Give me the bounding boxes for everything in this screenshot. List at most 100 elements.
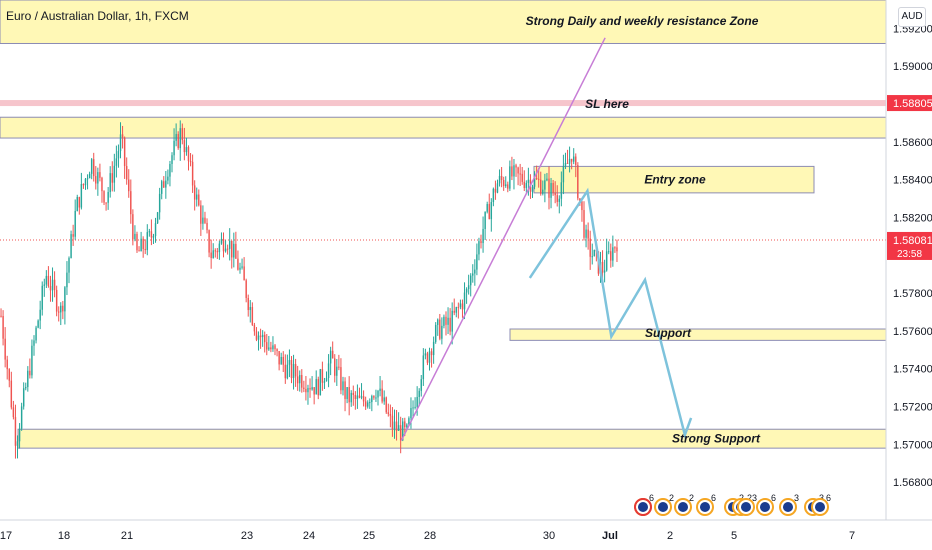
candle-body	[488, 204, 490, 220]
candle-body	[74, 210, 76, 237]
candle-body	[2, 315, 4, 339]
candle-body	[461, 303, 464, 310]
candle-body	[525, 182, 528, 189]
candle-body	[369, 402, 371, 404]
candle-body	[220, 238, 223, 244]
candle-body	[469, 275, 472, 286]
candle-body	[241, 266, 243, 268]
candle-body	[189, 161, 192, 163]
candle-body	[362, 396, 365, 402]
candle-body	[305, 388, 307, 393]
event-flag-icon-inner	[678, 502, 688, 512]
candle-body	[214, 250, 216, 252]
candle-body	[350, 392, 352, 403]
zone-box	[533, 165, 815, 194]
price-tick-label: 1.58200	[893, 212, 932, 224]
candle-body	[416, 396, 418, 407]
price-tick-label: 1.56800	[893, 477, 932, 489]
candle-body	[187, 147, 190, 162]
price-tick-label: 1.59000	[893, 61, 932, 73]
candle-body	[507, 184, 509, 189]
event-count: 2	[739, 493, 744, 503]
annotation-label: Strong Daily and weekly resistance Zone	[526, 14, 759, 28]
trendline	[400, 37, 606, 441]
candle-body	[443, 316, 445, 326]
candle-body	[53, 279, 56, 290]
candle-body	[76, 197, 78, 211]
candle-body	[47, 275, 50, 286]
candle-body	[224, 248, 227, 252]
candle-body	[148, 231, 151, 233]
candle-body	[432, 341, 435, 356]
candle-body	[486, 204, 488, 212]
candle-body	[511, 166, 513, 177]
candle-body	[270, 347, 272, 350]
candle-body	[208, 230, 210, 253]
candle-body	[144, 249, 146, 251]
event-flag-icon-inner	[783, 502, 793, 512]
candle-body	[311, 387, 313, 390]
candle-body	[165, 180, 167, 188]
candle-body	[406, 424, 408, 428]
candle-body	[554, 192, 556, 196]
candle-body	[445, 316, 447, 325]
candle-body	[610, 251, 612, 261]
candle-body	[237, 258, 239, 270]
candle-body	[191, 161, 194, 186]
candle-body	[70, 234, 72, 259]
candle-body	[66, 272, 68, 288]
candle-body	[428, 351, 431, 363]
candle-body	[548, 178, 550, 198]
candle-body	[562, 165, 565, 183]
candle-body	[99, 172, 101, 178]
candle-body	[130, 191, 132, 215]
candle-body	[278, 351, 280, 365]
candle-body	[575, 156, 577, 166]
candle-body	[325, 378, 328, 382]
candle-body	[20, 406, 23, 429]
event-count: 6	[711, 493, 716, 503]
price-tick-label: 1.58400	[893, 175, 932, 187]
candle-body	[233, 243, 235, 258]
candle-body	[206, 222, 208, 231]
countdown-label: 23:58	[897, 249, 922, 260]
candle-body	[216, 251, 219, 253]
candle-body	[51, 279, 54, 291]
candle-body	[169, 164, 171, 177]
time-tick-label: 24	[303, 530, 315, 542]
candle-body	[564, 162, 567, 166]
candle-body	[171, 155, 173, 165]
candle-body	[393, 421, 396, 430]
candle-body	[537, 178, 540, 180]
candle-body	[502, 180, 505, 186]
sl-price-label: 1.58805	[893, 98, 932, 110]
candle-body	[605, 251, 608, 271]
candle-body	[568, 158, 571, 164]
time-tick-label: 21	[121, 530, 133, 542]
event-count: 2	[747, 493, 752, 503]
candle-body	[535, 178, 538, 180]
candle-body	[282, 356, 284, 365]
candle-body	[107, 192, 109, 203]
candle-body	[408, 418, 410, 425]
candle-body	[88, 173, 91, 179]
candle-body	[255, 331, 258, 340]
candle-body	[57, 311, 60, 313]
currency-badge[interactable]: AUD	[898, 7, 926, 27]
price-tick-label: 1.57800	[893, 288, 932, 300]
candle-body	[140, 238, 142, 252]
candle-body	[266, 342, 268, 350]
candle-body	[344, 381, 346, 399]
price-tick-label: 1.57000	[893, 439, 932, 451]
candle-body	[261, 334, 264, 338]
candle-body	[185, 147, 188, 153]
candle-body	[579, 198, 581, 202]
candle-body	[307, 387, 309, 393]
candle-body	[484, 211, 486, 229]
candle-body	[280, 356, 282, 365]
candle-body	[35, 327, 37, 341]
candle-body	[228, 240, 231, 249]
event-count: 3	[794, 493, 799, 503]
